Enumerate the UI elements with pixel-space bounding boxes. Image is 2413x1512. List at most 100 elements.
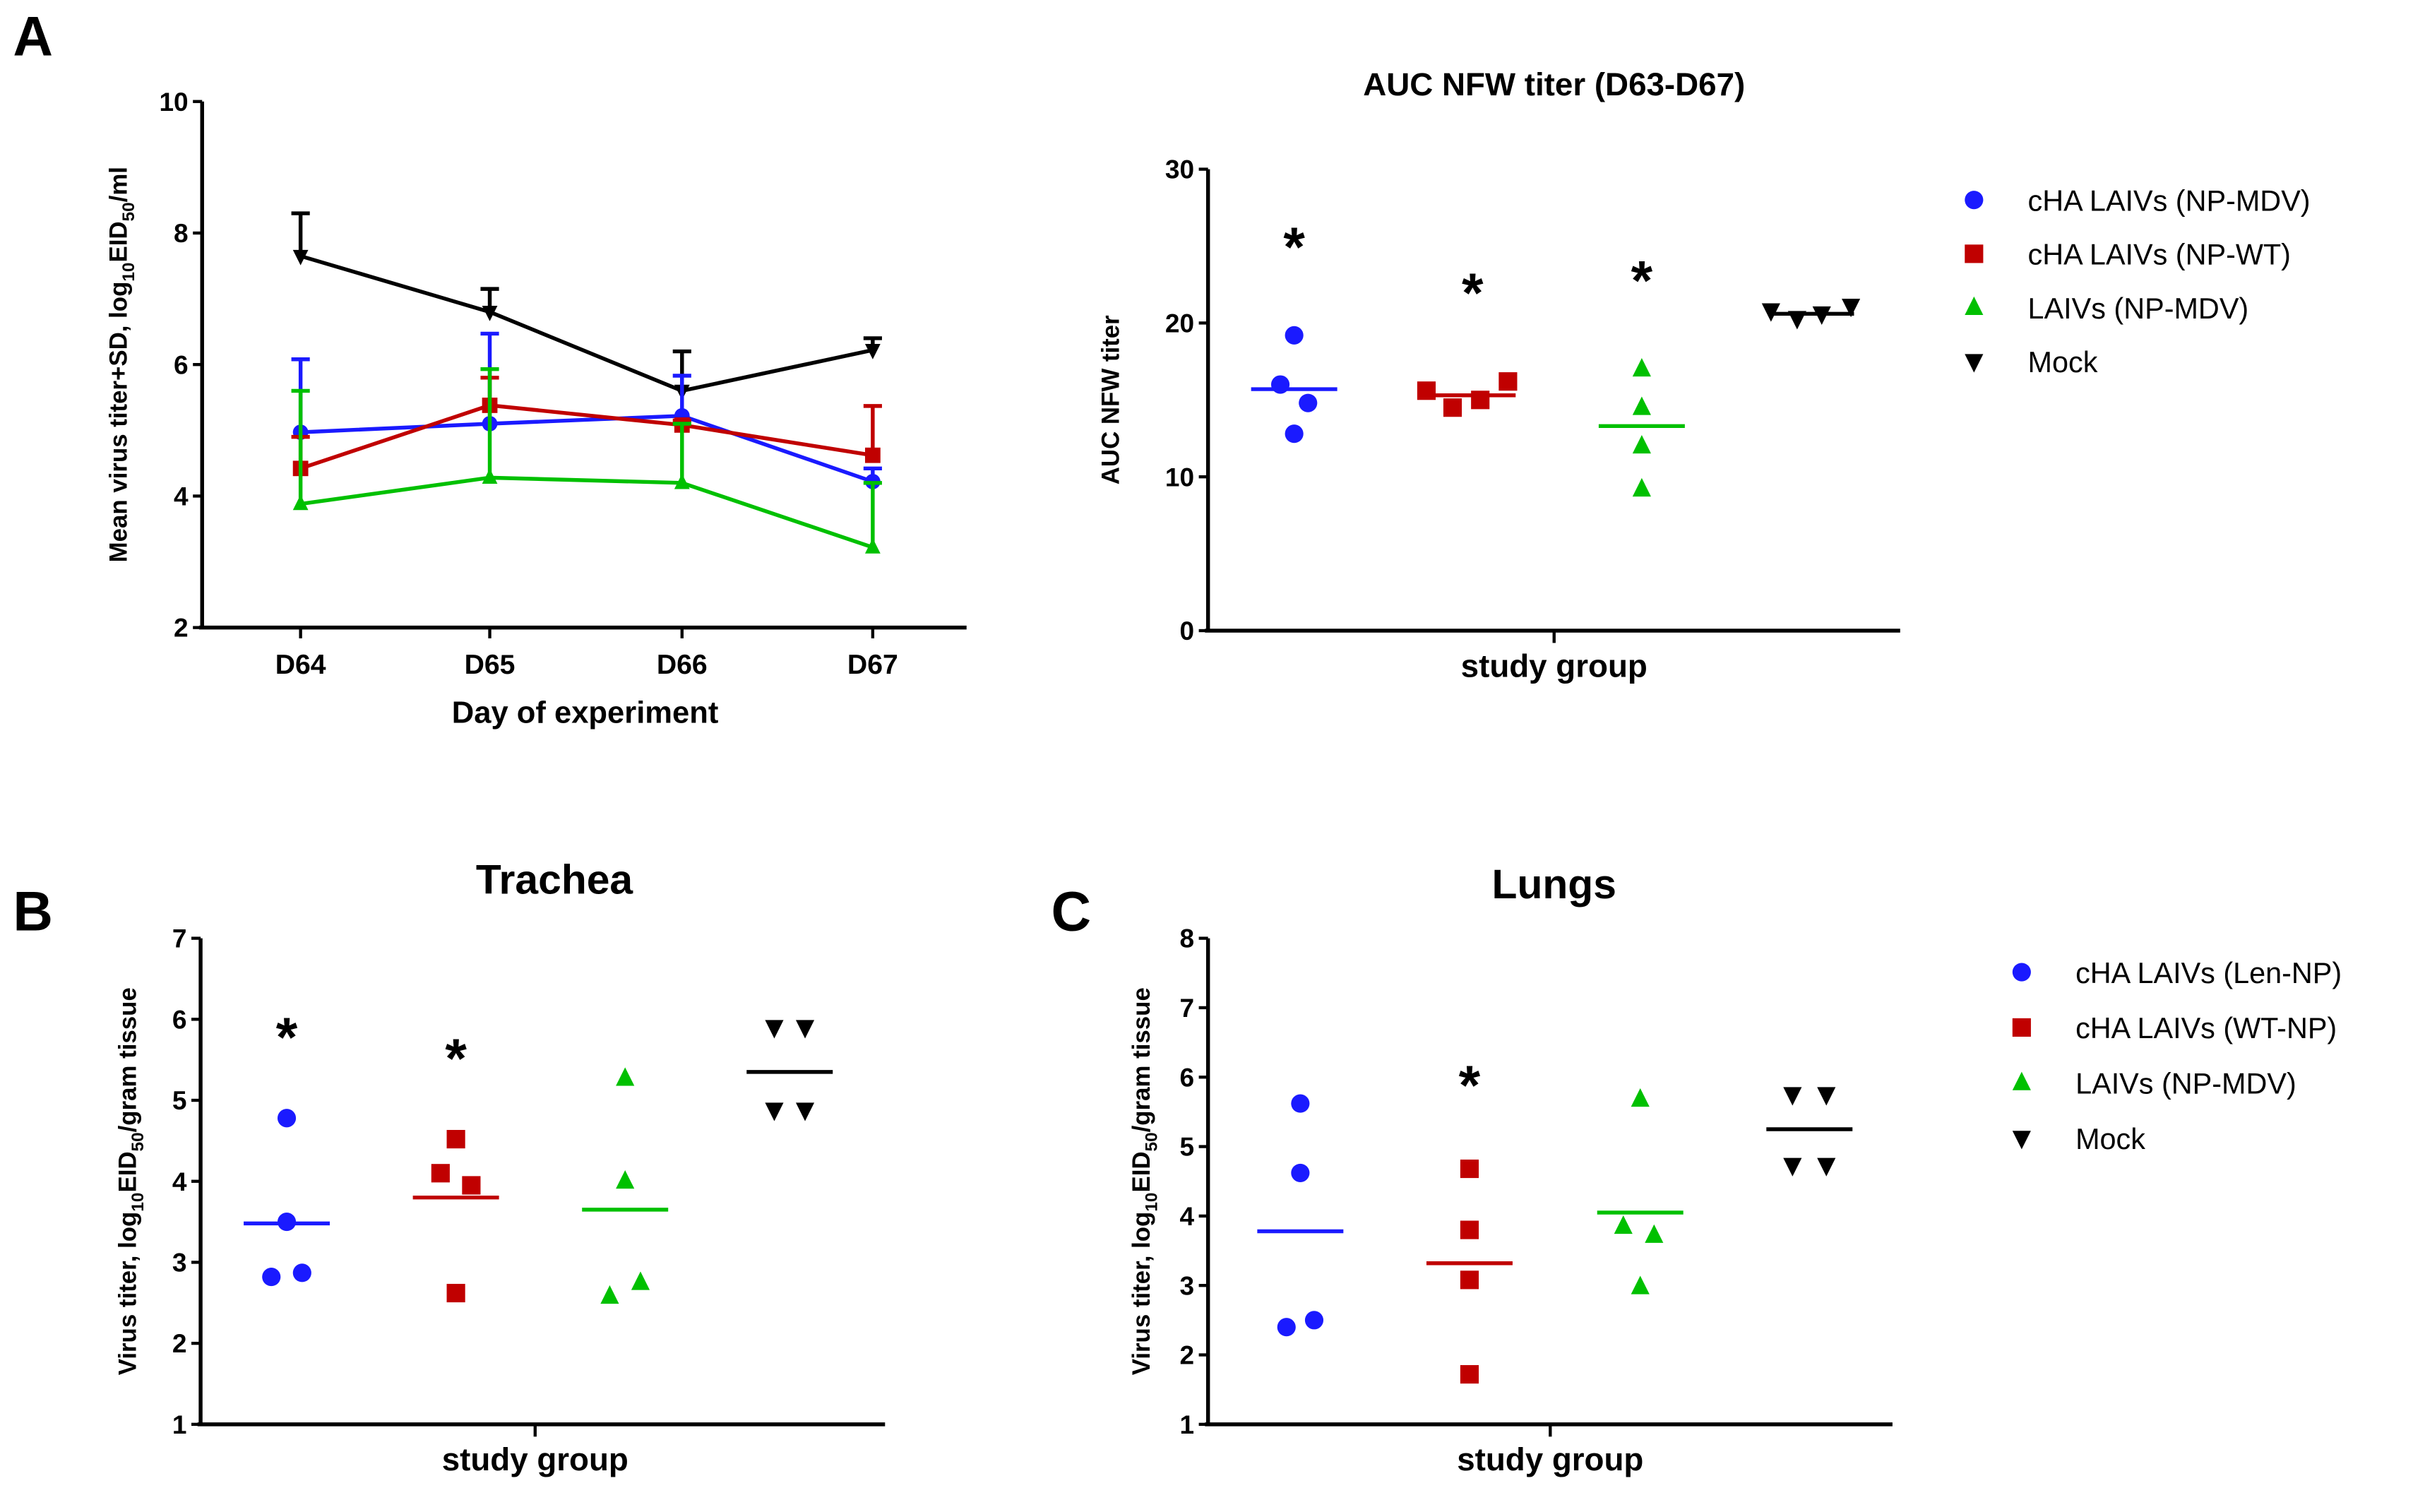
legend-label: Mock bbox=[2075, 1123, 2145, 1155]
y-tick-label: 6 bbox=[172, 1004, 187, 1034]
group-blue bbox=[1257, 1094, 1344, 1337]
series-line bbox=[300, 475, 874, 549]
legend-item: cHA LAIVs (NP-WT) bbox=[1965, 239, 2291, 271]
y-tick-label: 2 bbox=[1179, 1340, 1194, 1370]
series-green bbox=[291, 367, 882, 554]
y-axis-label: Virus titer, log10EID50/gram tissue bbox=[1128, 987, 1161, 1375]
significance-star: * bbox=[1462, 262, 1484, 324]
data-point bbox=[1291, 1163, 1310, 1182]
chart-title: Trachea bbox=[476, 857, 634, 903]
group-green: * bbox=[1598, 250, 1685, 497]
y-label-sub2: 50 bbox=[1142, 1132, 1161, 1151]
x-axis-label: study group bbox=[1461, 648, 1648, 684]
y-label-main: Mean virus titer+SD, log bbox=[105, 282, 133, 563]
legend-label: cHA LAIVs (Len-NP) bbox=[2075, 957, 2342, 989]
data-point bbox=[1783, 1157, 1802, 1177]
series-black bbox=[291, 211, 882, 400]
x-axis-label: Day of experiment bbox=[452, 696, 719, 730]
y-tick-label: 0 bbox=[1179, 616, 1194, 645]
y-axis-label: AUC NFW titer bbox=[1097, 315, 1124, 484]
panel-c-scatter: C Lungs 1 2 3 4 5 6 7 8 study group Virus titer, lo… bbox=[1051, 862, 2342, 1477]
data-point bbox=[1277, 1318, 1296, 1337]
data-point bbox=[1787, 311, 1806, 330]
data-point bbox=[446, 1130, 465, 1149]
legend-label: LAIVs (NP-MDV) bbox=[2028, 292, 2249, 325]
x-tick-label: D67 bbox=[847, 650, 898, 680]
y-label-main: Virus titer, log bbox=[114, 1212, 142, 1376]
data-point bbox=[1299, 393, 1318, 412]
y-tick-label: 1 bbox=[1179, 1410, 1194, 1439]
data-point bbox=[1632, 358, 1651, 377]
data-point bbox=[446, 1283, 465, 1303]
legend-marker bbox=[1965, 191, 1984, 210]
panel-label: C bbox=[1051, 881, 1092, 943]
group-black bbox=[746, 1020, 833, 1121]
y-label-main: Virus titer, log bbox=[1128, 1212, 1155, 1376]
data-point bbox=[864, 343, 881, 359]
y-tick-label: 7 bbox=[1179, 993, 1194, 1023]
legend-marker bbox=[2012, 1071, 2031, 1090]
group-green bbox=[1597, 1088, 1684, 1294]
data-point bbox=[1460, 1159, 1479, 1179]
data-point bbox=[1460, 1270, 1479, 1290]
data-point bbox=[674, 473, 690, 489]
data-point bbox=[292, 249, 309, 266]
y-tick-label: 10 bbox=[159, 87, 188, 117]
data-point bbox=[1443, 398, 1462, 417]
legend-label: LAIVs (NP-MDV) bbox=[2075, 1068, 2296, 1100]
y-label-mid: EID bbox=[114, 1151, 142, 1192]
y-tick-label: 3 bbox=[172, 1248, 187, 1278]
chart-title: AUC NFW titer (D63-D67) bbox=[1363, 66, 1745, 102]
data-point bbox=[600, 1285, 619, 1304]
y-axis-label: Virus titer, log10EID50/gram tissue bbox=[114, 987, 148, 1375]
data-point bbox=[482, 305, 498, 321]
data-point bbox=[616, 1067, 635, 1086]
group-black bbox=[1766, 1087, 1853, 1177]
data-point bbox=[1285, 424, 1304, 444]
y-tick-label: 6 bbox=[174, 350, 189, 379]
legend-label: Mock bbox=[2028, 346, 2098, 379]
group-blue: * bbox=[1251, 216, 1337, 444]
data-point bbox=[1460, 1220, 1479, 1239]
data-point bbox=[1817, 1087, 1836, 1106]
data-point bbox=[1417, 381, 1436, 400]
y-label-mid: EID bbox=[105, 221, 133, 262]
panel-a-line-chart: A 2 4 6 8 10 D64 D65 D66 D67 Day of experiment Mean… bbox=[13, 5, 967, 730]
significance-star: * bbox=[445, 1028, 467, 1090]
data-point bbox=[1460, 1364, 1479, 1384]
y-tick-label: 4 bbox=[1179, 1201, 1194, 1231]
series-line bbox=[300, 414, 874, 484]
series-line bbox=[299, 254, 874, 393]
group-red: * bbox=[1417, 262, 1518, 417]
y-tick-label: 3 bbox=[1179, 1270, 1194, 1300]
y-label-end: /gram tissue bbox=[114, 987, 142, 1132]
legend-marker bbox=[2012, 1018, 2031, 1037]
y-label-end: /ml bbox=[105, 167, 133, 202]
data-point bbox=[1632, 477, 1651, 497]
x-axis-label: study group bbox=[442, 1441, 628, 1477]
data-point bbox=[1632, 396, 1651, 415]
y-tick-label: 7 bbox=[172, 924, 187, 953]
legend-item: Mock bbox=[2012, 1123, 2145, 1155]
legend-item: LAIVs (NP-MDV) bbox=[2012, 1068, 2296, 1100]
y-tick-label: 20 bbox=[1165, 308, 1194, 338]
data-point bbox=[1783, 1087, 1802, 1106]
data-point bbox=[1499, 372, 1518, 391]
data-point bbox=[462, 1176, 481, 1195]
y-tick-label: 2 bbox=[174, 613, 189, 643]
data-point bbox=[1614, 1215, 1633, 1234]
data-point bbox=[795, 1102, 815, 1121]
data-point bbox=[631, 1271, 650, 1290]
data-point bbox=[277, 1213, 297, 1232]
y-label-mid: EID bbox=[1128, 1151, 1155, 1192]
y-tick-label: 8 bbox=[174, 218, 189, 248]
y-label-end: /gram tissue bbox=[1128, 987, 1155, 1132]
chart-title: Lungs bbox=[1492, 862, 1616, 907]
data-point bbox=[1645, 1224, 1664, 1243]
data-point bbox=[1817, 1157, 1836, 1177]
y-label-main: AUC NFW titer bbox=[1097, 315, 1124, 484]
significance-star: * bbox=[276, 1006, 298, 1068]
legend-label: cHA LAIVs (WT-NP) bbox=[2075, 1012, 2337, 1044]
significance-star: * bbox=[1631, 250, 1653, 312]
